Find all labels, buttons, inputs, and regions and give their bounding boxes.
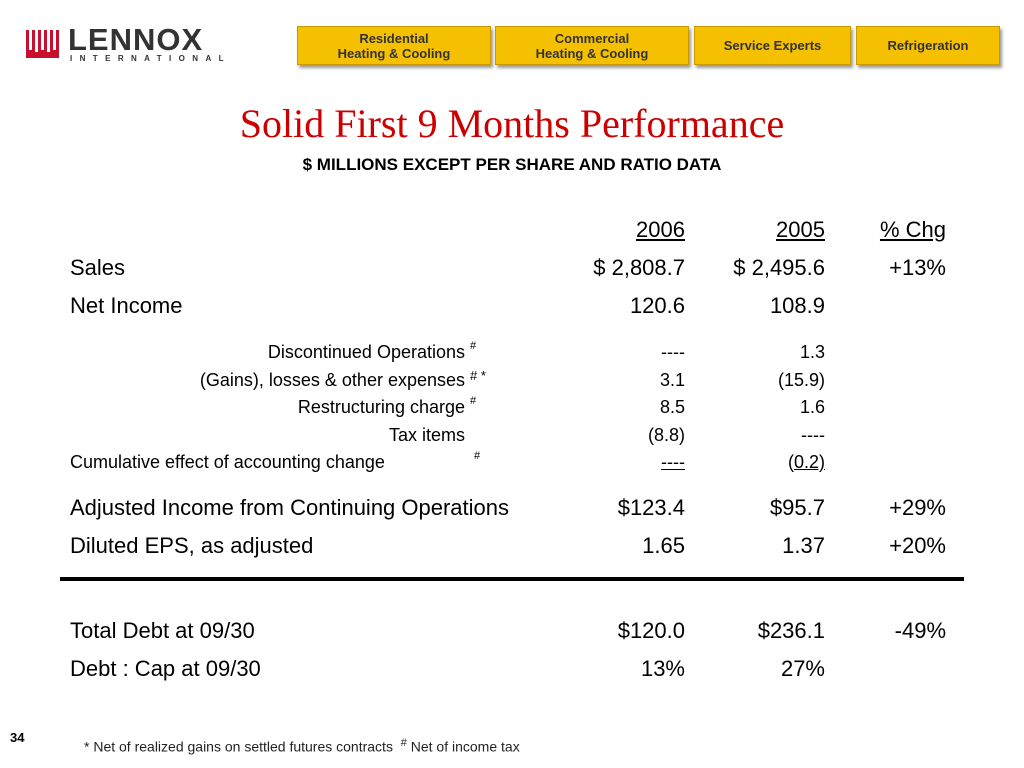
row-adjusted-income-label: Adjusted Income from Continuing Operatio… (70, 495, 510, 520)
logo-subtitle: INTERNATIONAL (70, 54, 231, 63)
nav-residential-line2: Heating & Cooling (337, 45, 451, 61)
nav-commercial-line2: Heating & Cooling (535, 45, 649, 61)
row-sales-chg: +13% (889, 255, 946, 280)
section-divider (60, 577, 964, 581)
header-pct-change: % Chg (879, 217, 946, 242)
nav-service-experts-button[interactable]: Service Experts (694, 26, 851, 65)
row-cumulative-2006: ---- (585, 452, 685, 473)
row-disc-ops-label: Discontinued Operations (267, 342, 465, 362)
row-debt-cap-2006: 13% (640, 656, 685, 681)
row-total-debt-label: Total Debt at 09/30 (70, 618, 255, 643)
row-tax-2005: ---- (801, 425, 825, 445)
row-restructuring-2005: 1.6 (799, 397, 825, 417)
row-cumulative-2006-value: ---- (661, 452, 685, 472)
row-sales-2006: $ 2,808.7 (593, 255, 685, 280)
row-adjusted-income-2006: $123.4 (617, 495, 685, 520)
row-disc-ops-mark: # (470, 340, 477, 352)
row-gains-mark: # * (470, 368, 486, 383)
row-adjusted-income-2005: $95.7 (769, 495, 825, 520)
lennox-logo: LENNOX INTERNATIONAL (26, 22, 224, 68)
footnote-star: * Net of realized gains on settled futur… (84, 738, 393, 755)
row-tax-2006: (8.8) (647, 425, 685, 445)
row-eps-2006: 1.65 (642, 533, 685, 558)
row-eps-2005: 1.37 (782, 533, 825, 558)
row-restructuring-2006: 8.5 (659, 397, 685, 417)
row-debt-cap-2005: 27% (780, 656, 825, 681)
row-gains-2005: (15.9) (777, 370, 825, 390)
footnote-hash-mark: # (400, 737, 407, 749)
nav-residential-line1: Residential (359, 30, 429, 46)
row-eps-chg: +20% (889, 533, 946, 558)
row-total-debt-chg: -49% (894, 618, 946, 643)
row-cumulative-mark: # (474, 450, 481, 462)
row-disc-ops-2006: ---- (661, 342, 685, 362)
nav-commercial-button[interactable]: Commercial Heating & Cooling (495, 26, 689, 65)
row-cumulative-label: Cumulative effect of accounting change (70, 452, 385, 472)
row-total-debt-2005: $236.1 (757, 618, 825, 643)
row-adjusted-income-chg: +29% (889, 495, 946, 520)
row-gains-label: (Gains), losses & other expenses (199, 370, 465, 390)
row-debt-cap-label: Debt : Cap at 09/30 (70, 656, 261, 681)
nav-refrigeration-label: Refrigeration (887, 38, 969, 53)
page-title: Solid First 9 Months Performance (239, 101, 785, 146)
nav-residential-button[interactable]: Residential Heating & Cooling (297, 26, 491, 65)
lennox-logo-mark-icon (26, 30, 59, 58)
row-restructuring-mark: # (470, 395, 477, 407)
row-tax-label: Tax items (388, 425, 465, 445)
header-2005: 2005 (776, 217, 825, 242)
row-eps-label: Diluted EPS, as adjusted (70, 533, 314, 558)
row-net-income-label: Net Income (70, 293, 183, 318)
nav-commercial-line1: Commercial (554, 30, 630, 46)
row-sales-2005: $ 2,495.6 (733, 255, 825, 280)
footnote: * Net of realized gains on settled futur… (84, 737, 520, 755)
footnote-hash: Net of income tax (410, 738, 520, 755)
row-net-income-2005: 108.9 (769, 293, 825, 318)
row-gains-2006: 3.1 (659, 370, 685, 390)
header-2006: 2006 (636, 217, 685, 242)
row-total-debt-2006: $120.0 (617, 618, 685, 643)
row-cumulative-2005-value: 0.2) (793, 452, 825, 472)
row-cumulative-2005: (0.2) (725, 452, 825, 473)
nav-service-experts-label: Service Experts (723, 38, 822, 53)
row-restructuring-label: Restructuring charge (297, 397, 465, 417)
logo-wordmark: LENNOX (68, 22, 204, 57)
row-net-income-2006: 120.6 (629, 293, 685, 318)
nav-refrigeration-button[interactable]: Refrigeration (856, 26, 1000, 65)
row-sales-label: Sales (70, 255, 126, 280)
row-disc-ops-2005: 1.3 (799, 342, 825, 362)
page-number: 34 (10, 730, 25, 745)
row-cumulative-2005-paren: ( (787, 452, 794, 472)
page-subtitle: $ MILLIONS EXCEPT PER SHARE AND RATIO DA… (302, 155, 722, 174)
